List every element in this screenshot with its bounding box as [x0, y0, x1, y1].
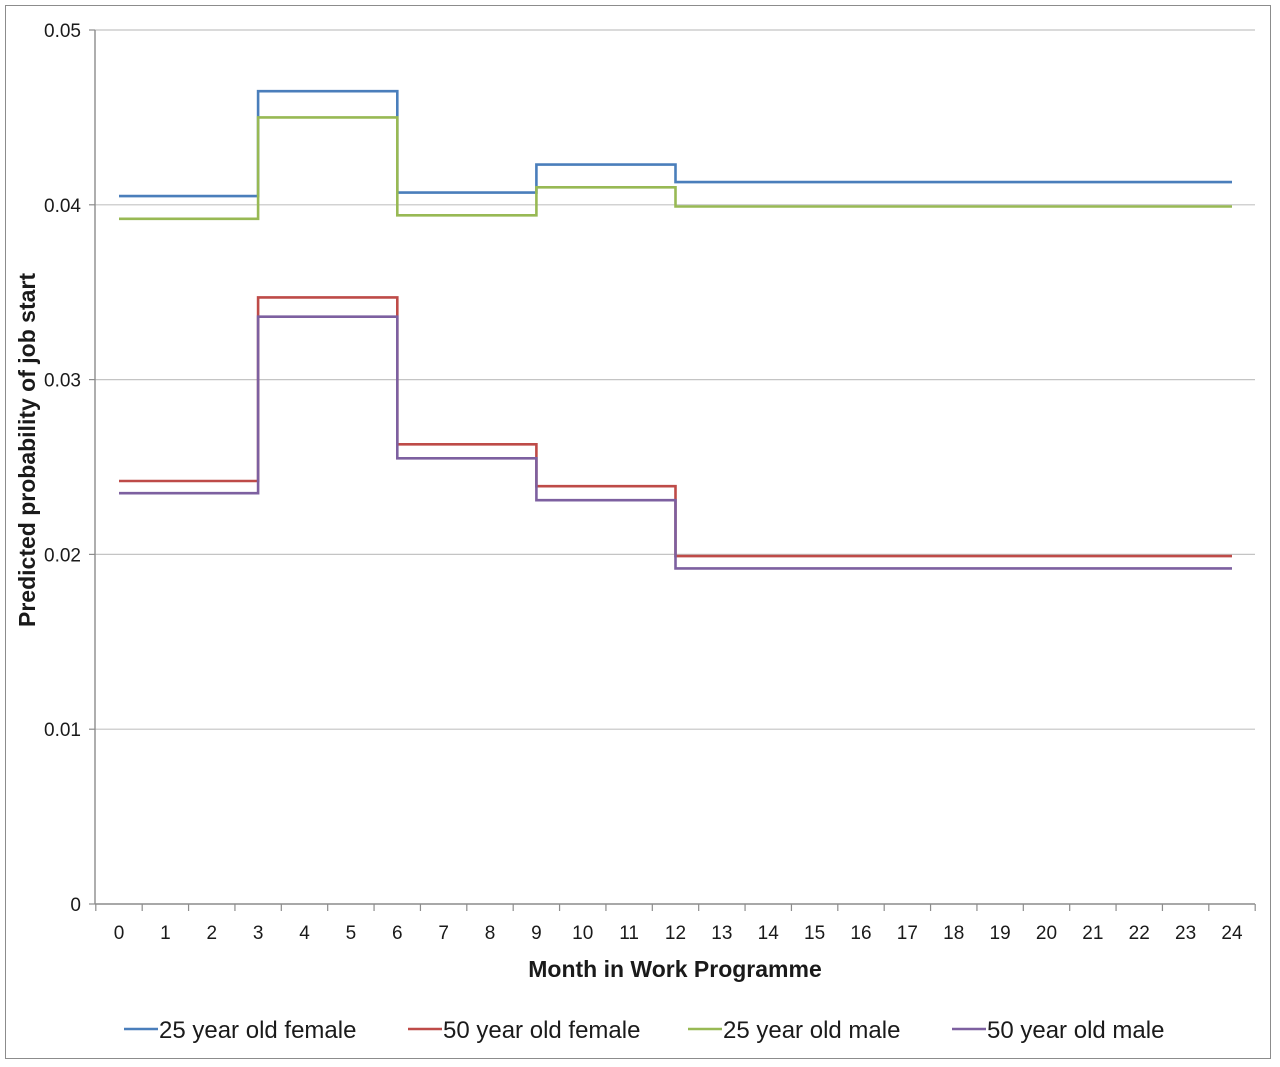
- x-tick-label: 2: [206, 923, 217, 944]
- x-tick-label: 12: [665, 923, 686, 944]
- x-axis-title: Month in Work Programme: [528, 956, 822, 982]
- x-tick-label: 21: [1082, 923, 1103, 944]
- y-tick-label: 0.01: [44, 720, 81, 741]
- x-tick-label: 9: [531, 923, 542, 944]
- series-lines: [119, 89, 1232, 570]
- x-tick-label: 3: [253, 923, 264, 944]
- x-tick-label: 8: [485, 923, 496, 944]
- y-tick-label: 0.04: [44, 196, 81, 217]
- legend-label: 25 year old male: [723, 1017, 900, 1044]
- x-tick-label: 15: [804, 923, 825, 944]
- x-tick-label: 6: [392, 923, 403, 944]
- x-tick-label: 22: [1129, 923, 1150, 944]
- gridlines: [95, 29, 1255, 730]
- y-tick-label: 0: [70, 895, 81, 916]
- x-tick-label: 14: [758, 923, 780, 944]
- x-tick-label: 7: [438, 923, 449, 944]
- x-tick-label: 13: [711, 923, 732, 944]
- x-tick-label: 23: [1175, 923, 1196, 944]
- legend-label: 50 year old male: [987, 1017, 1164, 1044]
- x-tick-label: 0: [114, 923, 125, 944]
- y-axis-title: Predicted probability of job start: [14, 273, 40, 627]
- x-tick-label: 19: [990, 923, 1011, 944]
- y-tick-label: 0.03: [44, 371, 81, 392]
- x-tick-label: 20: [1036, 923, 1057, 944]
- legend-label: 25 year old female: [159, 1017, 356, 1044]
- series-line-25-year-old-male: [119, 116, 1232, 221]
- x-tick-label: 11: [619, 923, 639, 944]
- x-tick-labels: 0 1 2 3 4 5 6 7 8 9 10 11 12 13 14 15 16 17 18 19 20 21 22 23 24: [114, 923, 1243, 944]
- y-tick-labels: 0 0.01 0.02 0.03 0.04 0.05: [44, 21, 81, 916]
- x-tick-label: 24: [1221, 923, 1243, 944]
- series-line-25-year-old-female: [119, 89, 1232, 198]
- x-tick-label: 1: [160, 923, 171, 944]
- y-tick-label: 0.02: [44, 545, 81, 566]
- x-tick-label: 4: [299, 923, 310, 944]
- legend-label: 50 year old female: [443, 1017, 640, 1044]
- legend: 25 year old female 50 year old female 25 y…: [124, 1017, 1164, 1044]
- chart-frame: [5, 5, 1271, 1059]
- x-tick-label: 17: [897, 923, 918, 944]
- axes: [89, 29, 1256, 911]
- x-tick-label: 18: [943, 923, 964, 944]
- x-tick-label: 16: [850, 923, 871, 944]
- series-line-50-year-old-male: [119, 315, 1232, 570]
- x-tick-label: 5: [346, 923, 357, 944]
- y-tick-label: 0.05: [44, 21, 81, 42]
- x-tick-label: 10: [572, 923, 593, 944]
